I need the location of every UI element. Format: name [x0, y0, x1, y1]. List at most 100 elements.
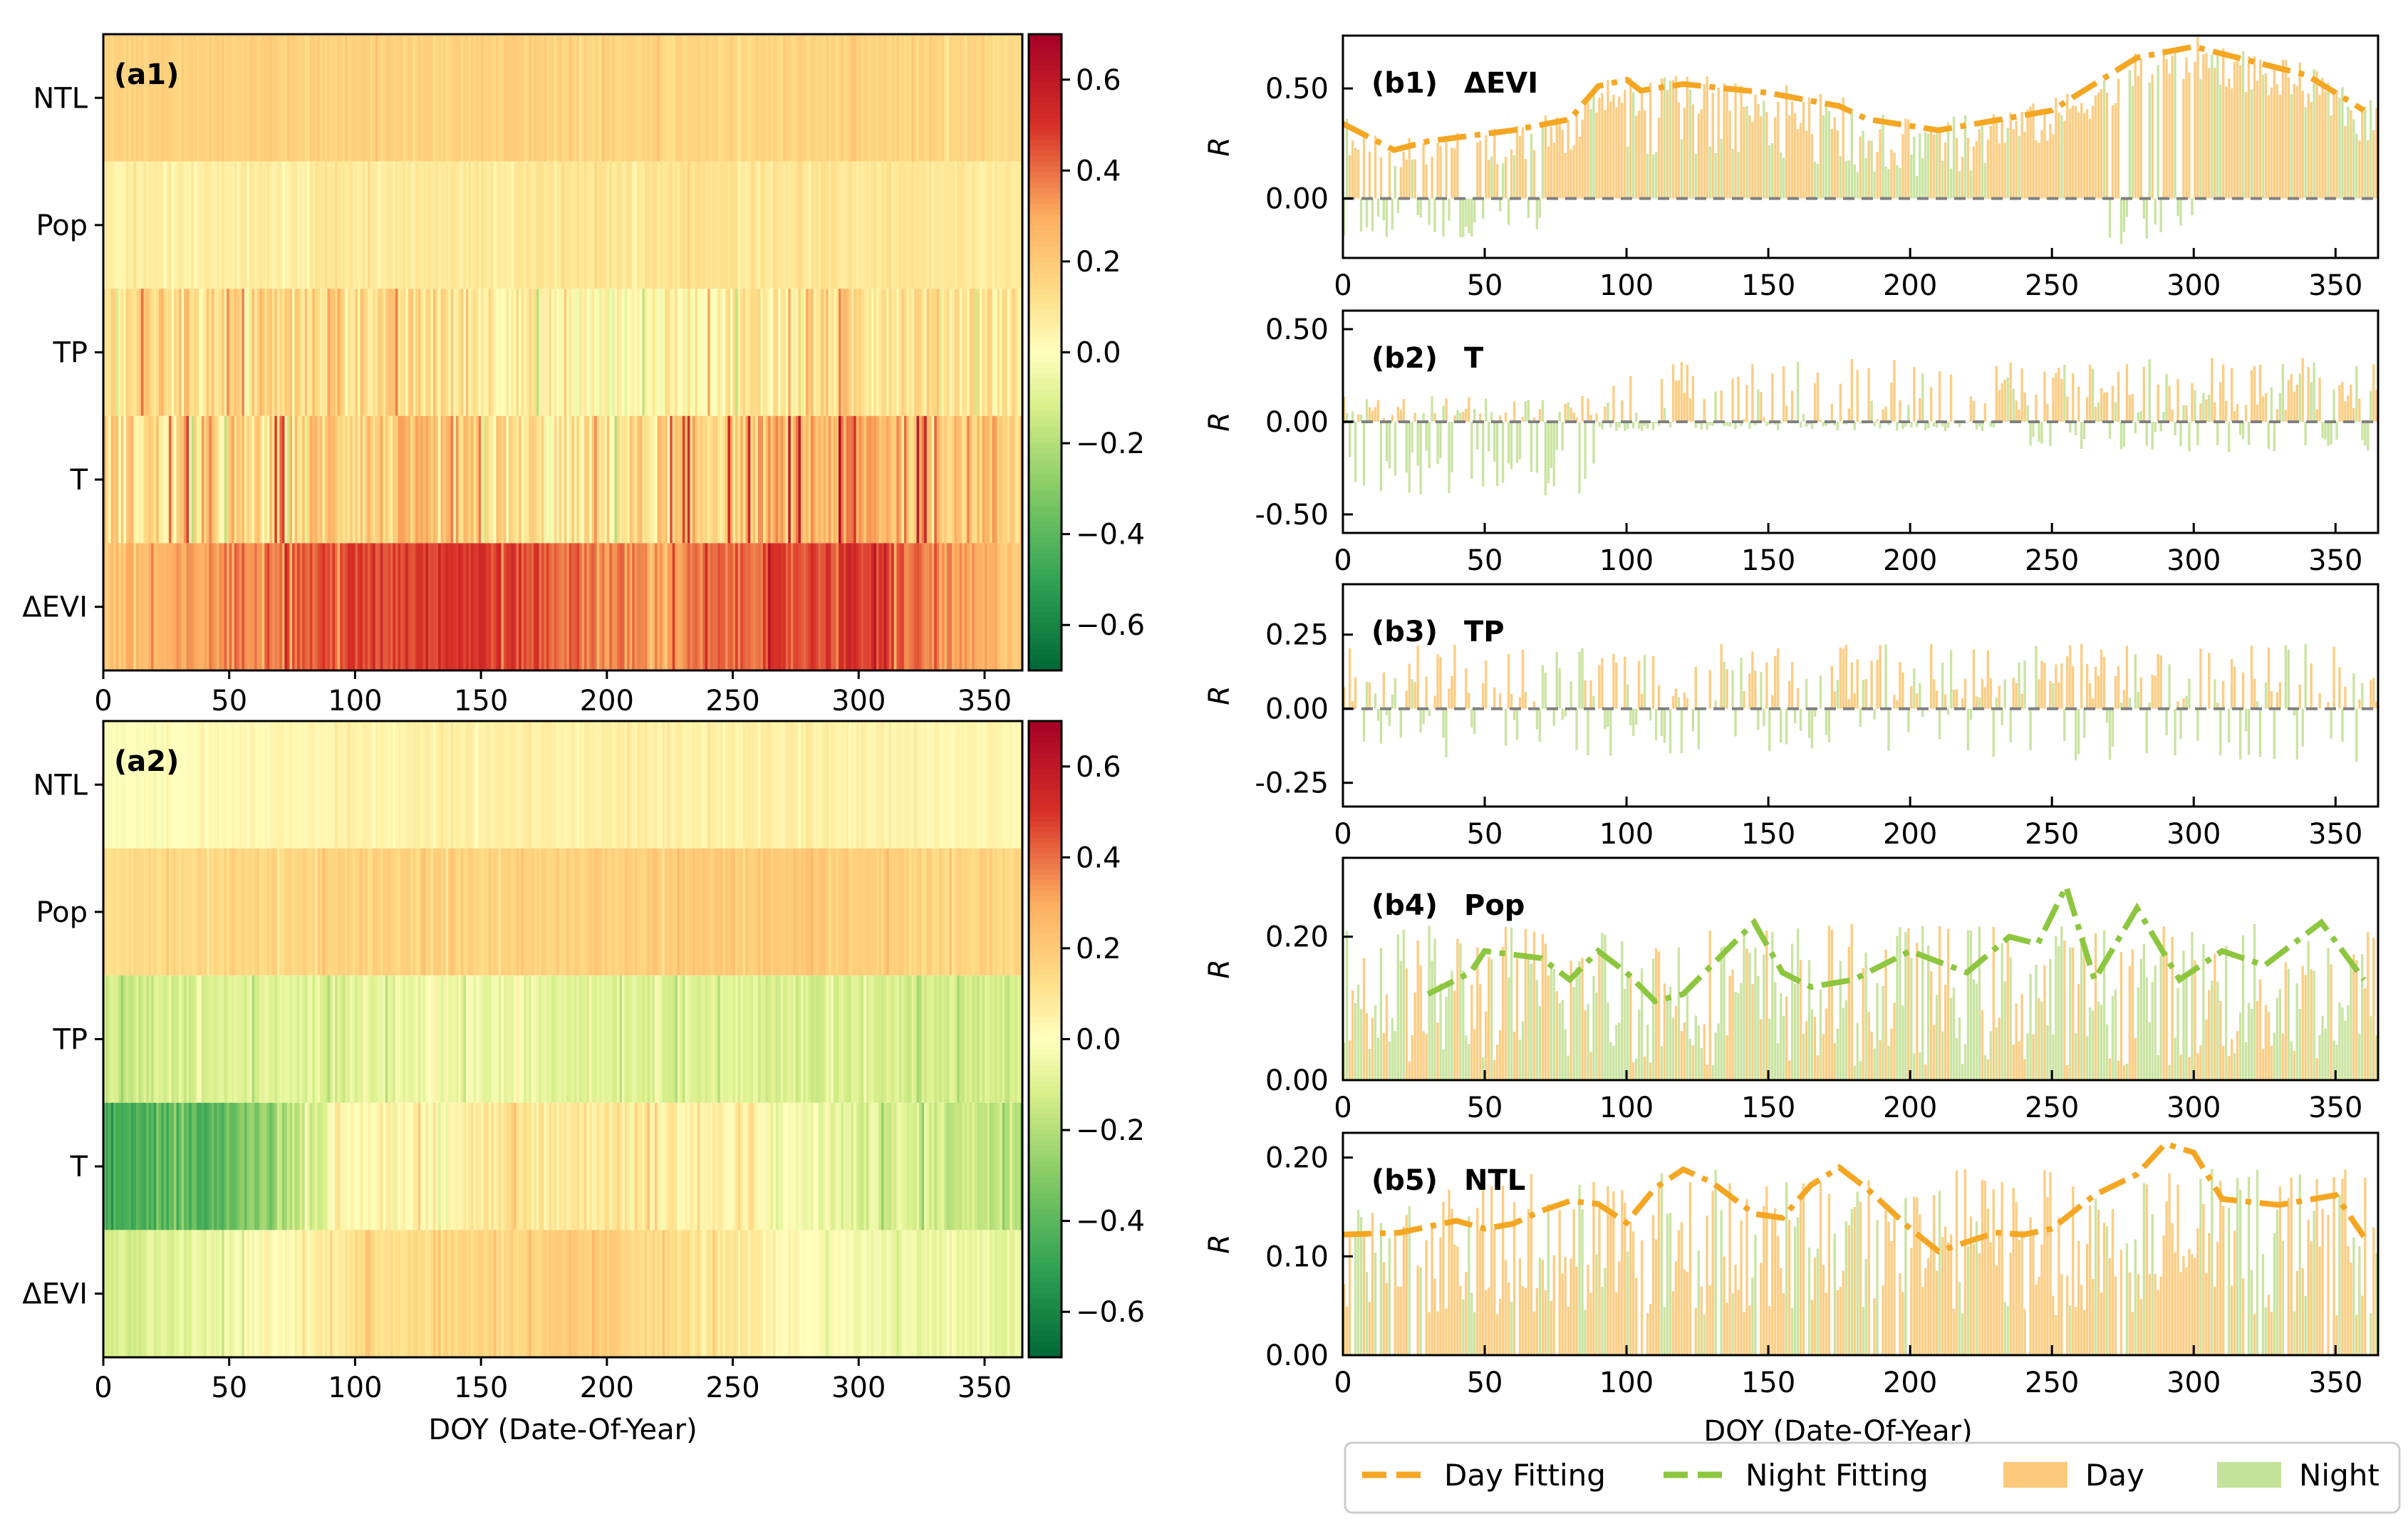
- heat-cell: [184, 721, 187, 849]
- heat-cell: [977, 161, 980, 289]
- bar: [1992, 422, 1995, 428]
- heat-cell: [931, 34, 935, 162]
- heat-cell: [125, 415, 129, 544]
- bar: [1958, 171, 1961, 199]
- heat-cell: [647, 161, 650, 289]
- heat-cell: [954, 1102, 958, 1230]
- heat-cell: [987, 1102, 990, 1230]
- heat-cell: [403, 415, 406, 544]
- heat-cell: [146, 543, 150, 670]
- heat-cell: [179, 543, 182, 670]
- colorbar-swatch: [1029, 1082, 1062, 1088]
- heat-cell: [432, 1230, 437, 1357]
- heat-cell: [227, 721, 230, 849]
- heat-cell: [322, 848, 326, 976]
- heat-cell: [589, 1230, 593, 1357]
- heat-cell: [405, 161, 409, 289]
- heat-cell: [833, 1102, 837, 1230]
- heat-cell: [873, 1102, 877, 1230]
- bar: [1884, 406, 1887, 422]
- heat-cell: [740, 34, 744, 162]
- heat-cell: [335, 1230, 338, 1357]
- bar: [1660, 378, 1664, 422]
- heat-cell: [337, 1102, 341, 1230]
- heat-cell: [1007, 543, 1010, 670]
- heat-cell: [936, 721, 940, 849]
- colorbar-swatch: [1029, 747, 1062, 754]
- heat-cell: [969, 161, 972, 289]
- heat-cell: [259, 848, 263, 976]
- heat-cell: [672, 415, 675, 544]
- heat-cell: [566, 1102, 570, 1230]
- bar: [1587, 398, 1589, 422]
- heat-cell: [345, 721, 348, 849]
- heat-cell: [639, 289, 643, 416]
- heat-cell: [189, 1102, 192, 1230]
- heat-cell: [660, 721, 663, 849]
- bar: [1983, 162, 1987, 199]
- heat-cell: [146, 1230, 150, 1357]
- heat-cell: [156, 1102, 160, 1230]
- heat-cell: [274, 543, 278, 670]
- heat-cell: [350, 543, 353, 670]
- heat-cell: [400, 848, 404, 976]
- heat-cell: [430, 415, 434, 544]
- heat-cell: [468, 34, 472, 162]
- heat-cell: [365, 721, 368, 849]
- bar: [1907, 404, 1910, 422]
- heat-cell: [559, 161, 562, 289]
- heat-cell: [685, 1102, 688, 1230]
- heat-cell: [752, 161, 756, 289]
- heat-cell: [448, 161, 452, 289]
- heat-cell: [415, 161, 419, 289]
- heat-cell: [1017, 1230, 1021, 1357]
- heat-cell: [737, 289, 741, 416]
- bar: [1411, 679, 1413, 709]
- heat-cell: [388, 415, 391, 544]
- heat-cell: [385, 543, 388, 670]
- heat-cell: [919, 975, 923, 1103]
- heat-cell: [271, 848, 275, 976]
- heat-cell: [531, 975, 534, 1103]
- bar: [1864, 679, 1867, 709]
- colorbar-tick-label: 0.0: [1076, 1024, 1121, 1057]
- heat-cell: [670, 161, 673, 289]
- heat-cell: [481, 1102, 484, 1230]
- heat-cell: [292, 975, 296, 1103]
- heat-cell: [995, 543, 998, 670]
- colorbar-swatch: [1029, 193, 1062, 199]
- heat-cell: [189, 848, 192, 976]
- heat-cell: [251, 848, 255, 976]
- heat-cell: [725, 721, 729, 849]
- bar: [1541, 400, 1545, 422]
- heat-cell: [309, 721, 313, 849]
- heat-cell: [755, 1230, 759, 1357]
- heat-cell: [378, 848, 381, 976]
- heat-cell: [194, 1230, 197, 1357]
- bar: [1598, 98, 1601, 199]
- heat-cell: [539, 721, 542, 849]
- heat-cell: [179, 289, 182, 416]
- heat-cell: [969, 289, 972, 416]
- heat-cell: [314, 1230, 318, 1357]
- heat-cell: [153, 289, 157, 416]
- heat-cell: [405, 289, 409, 416]
- colorbar-swatch: [1029, 758, 1062, 764]
- heat-cell: [420, 975, 424, 1103]
- heat-cell: [345, 975, 348, 1103]
- bar: [2185, 57, 2188, 199]
- heat-cell: [269, 543, 273, 670]
- heat-cell: [616, 161, 621, 289]
- heat-cell: [795, 975, 799, 1103]
- bar: [1688, 398, 1692, 422]
- heat-cell: [916, 721, 920, 849]
- heat-cell: [823, 415, 826, 544]
- heat-cell: [846, 1230, 849, 1357]
- heat-cell: [373, 721, 376, 849]
- heat-cell: [903, 161, 908, 289]
- heat-row-label: ΔEVI: [22, 1278, 88, 1311]
- heat-cell: [347, 289, 351, 416]
- heat-cell: [823, 289, 826, 416]
- heat-cell: [408, 289, 411, 416]
- bar: [1555, 652, 1558, 709]
